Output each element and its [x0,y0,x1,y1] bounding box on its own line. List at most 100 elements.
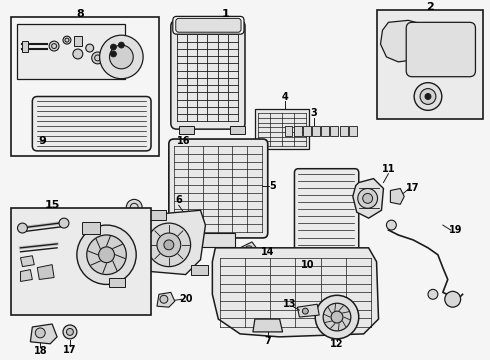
FancyBboxPatch shape [294,169,359,258]
Circle shape [67,328,74,336]
Circle shape [18,223,27,233]
Text: 19: 19 [449,225,463,235]
FancyBboxPatch shape [176,18,241,32]
Circle shape [157,233,181,257]
Polygon shape [74,36,82,46]
Polygon shape [21,270,32,282]
Text: 18: 18 [33,346,47,356]
Text: 2: 2 [426,3,434,13]
Bar [191,265,208,275]
Bar [330,126,339,136]
Text: 15: 15 [45,200,60,210]
Polygon shape [381,21,428,62]
Polygon shape [23,41,28,52]
Circle shape [420,89,436,104]
Bar [17,24,125,79]
Text: 13: 13 [283,299,296,309]
Circle shape [73,49,83,59]
Circle shape [119,42,124,48]
Text: 17: 17 [406,184,420,193]
Circle shape [387,220,396,230]
Text: 11: 11 [382,164,395,174]
Circle shape [59,218,69,228]
Text: 9: 9 [38,136,46,146]
Circle shape [49,41,59,51]
Text: 10: 10 [300,260,314,270]
FancyBboxPatch shape [406,22,475,77]
Circle shape [245,246,253,254]
Bar [196,233,235,247]
Circle shape [63,36,71,44]
Text: 7: 7 [265,336,271,346]
Bar [109,278,125,287]
Text: 17: 17 [63,345,76,355]
Circle shape [323,303,351,331]
FancyBboxPatch shape [32,96,151,151]
Circle shape [63,325,77,339]
Polygon shape [391,189,404,204]
Polygon shape [30,324,57,344]
Circle shape [175,162,183,170]
Circle shape [99,35,143,79]
Bar [230,126,245,134]
Text: 5: 5 [270,180,276,190]
Circle shape [331,311,343,323]
Circle shape [147,223,191,267]
Text: 4: 4 [281,91,288,102]
Bar [179,126,194,134]
Text: 8: 8 [76,9,84,19]
FancyBboxPatch shape [171,21,245,129]
Circle shape [414,83,442,111]
Text: 1: 1 [221,9,229,19]
Bar [321,126,329,136]
Polygon shape [157,292,175,307]
Bar [146,210,166,220]
Circle shape [87,235,126,275]
Circle shape [92,52,103,64]
Text: 16: 16 [177,136,191,146]
Text: 14: 14 [261,247,274,257]
Bar [349,126,357,136]
Polygon shape [297,304,319,317]
Circle shape [358,189,377,208]
Bar [294,126,302,136]
Circle shape [109,45,133,69]
Text: 12: 12 [330,339,344,349]
Polygon shape [37,265,54,279]
Circle shape [315,295,359,339]
Text: 3: 3 [311,108,318,118]
Polygon shape [240,242,258,258]
Bar [285,126,293,136]
Circle shape [363,193,372,203]
Circle shape [428,289,438,299]
Bar [82,222,99,234]
FancyBboxPatch shape [169,139,268,238]
Polygon shape [21,256,34,267]
Circle shape [302,308,308,314]
Circle shape [164,240,174,250]
Bar [255,109,309,149]
Circle shape [86,44,94,52]
Circle shape [160,295,168,303]
Polygon shape [253,319,283,332]
Bar [303,126,311,136]
Circle shape [425,94,431,99]
Polygon shape [353,179,384,218]
Bar [11,17,159,156]
Bar [340,126,347,136]
Text: 20: 20 [179,294,193,304]
Polygon shape [212,248,379,337]
Bar [376,10,483,119]
Bar [11,208,151,315]
Circle shape [110,51,117,57]
Circle shape [77,225,136,284]
Circle shape [110,44,117,50]
Polygon shape [136,210,205,275]
Bar [312,126,320,136]
FancyBboxPatch shape [173,17,244,34]
Circle shape [126,199,142,215]
Circle shape [35,328,45,338]
Text: 6: 6 [175,195,182,205]
Circle shape [98,247,115,263]
Circle shape [445,291,461,307]
